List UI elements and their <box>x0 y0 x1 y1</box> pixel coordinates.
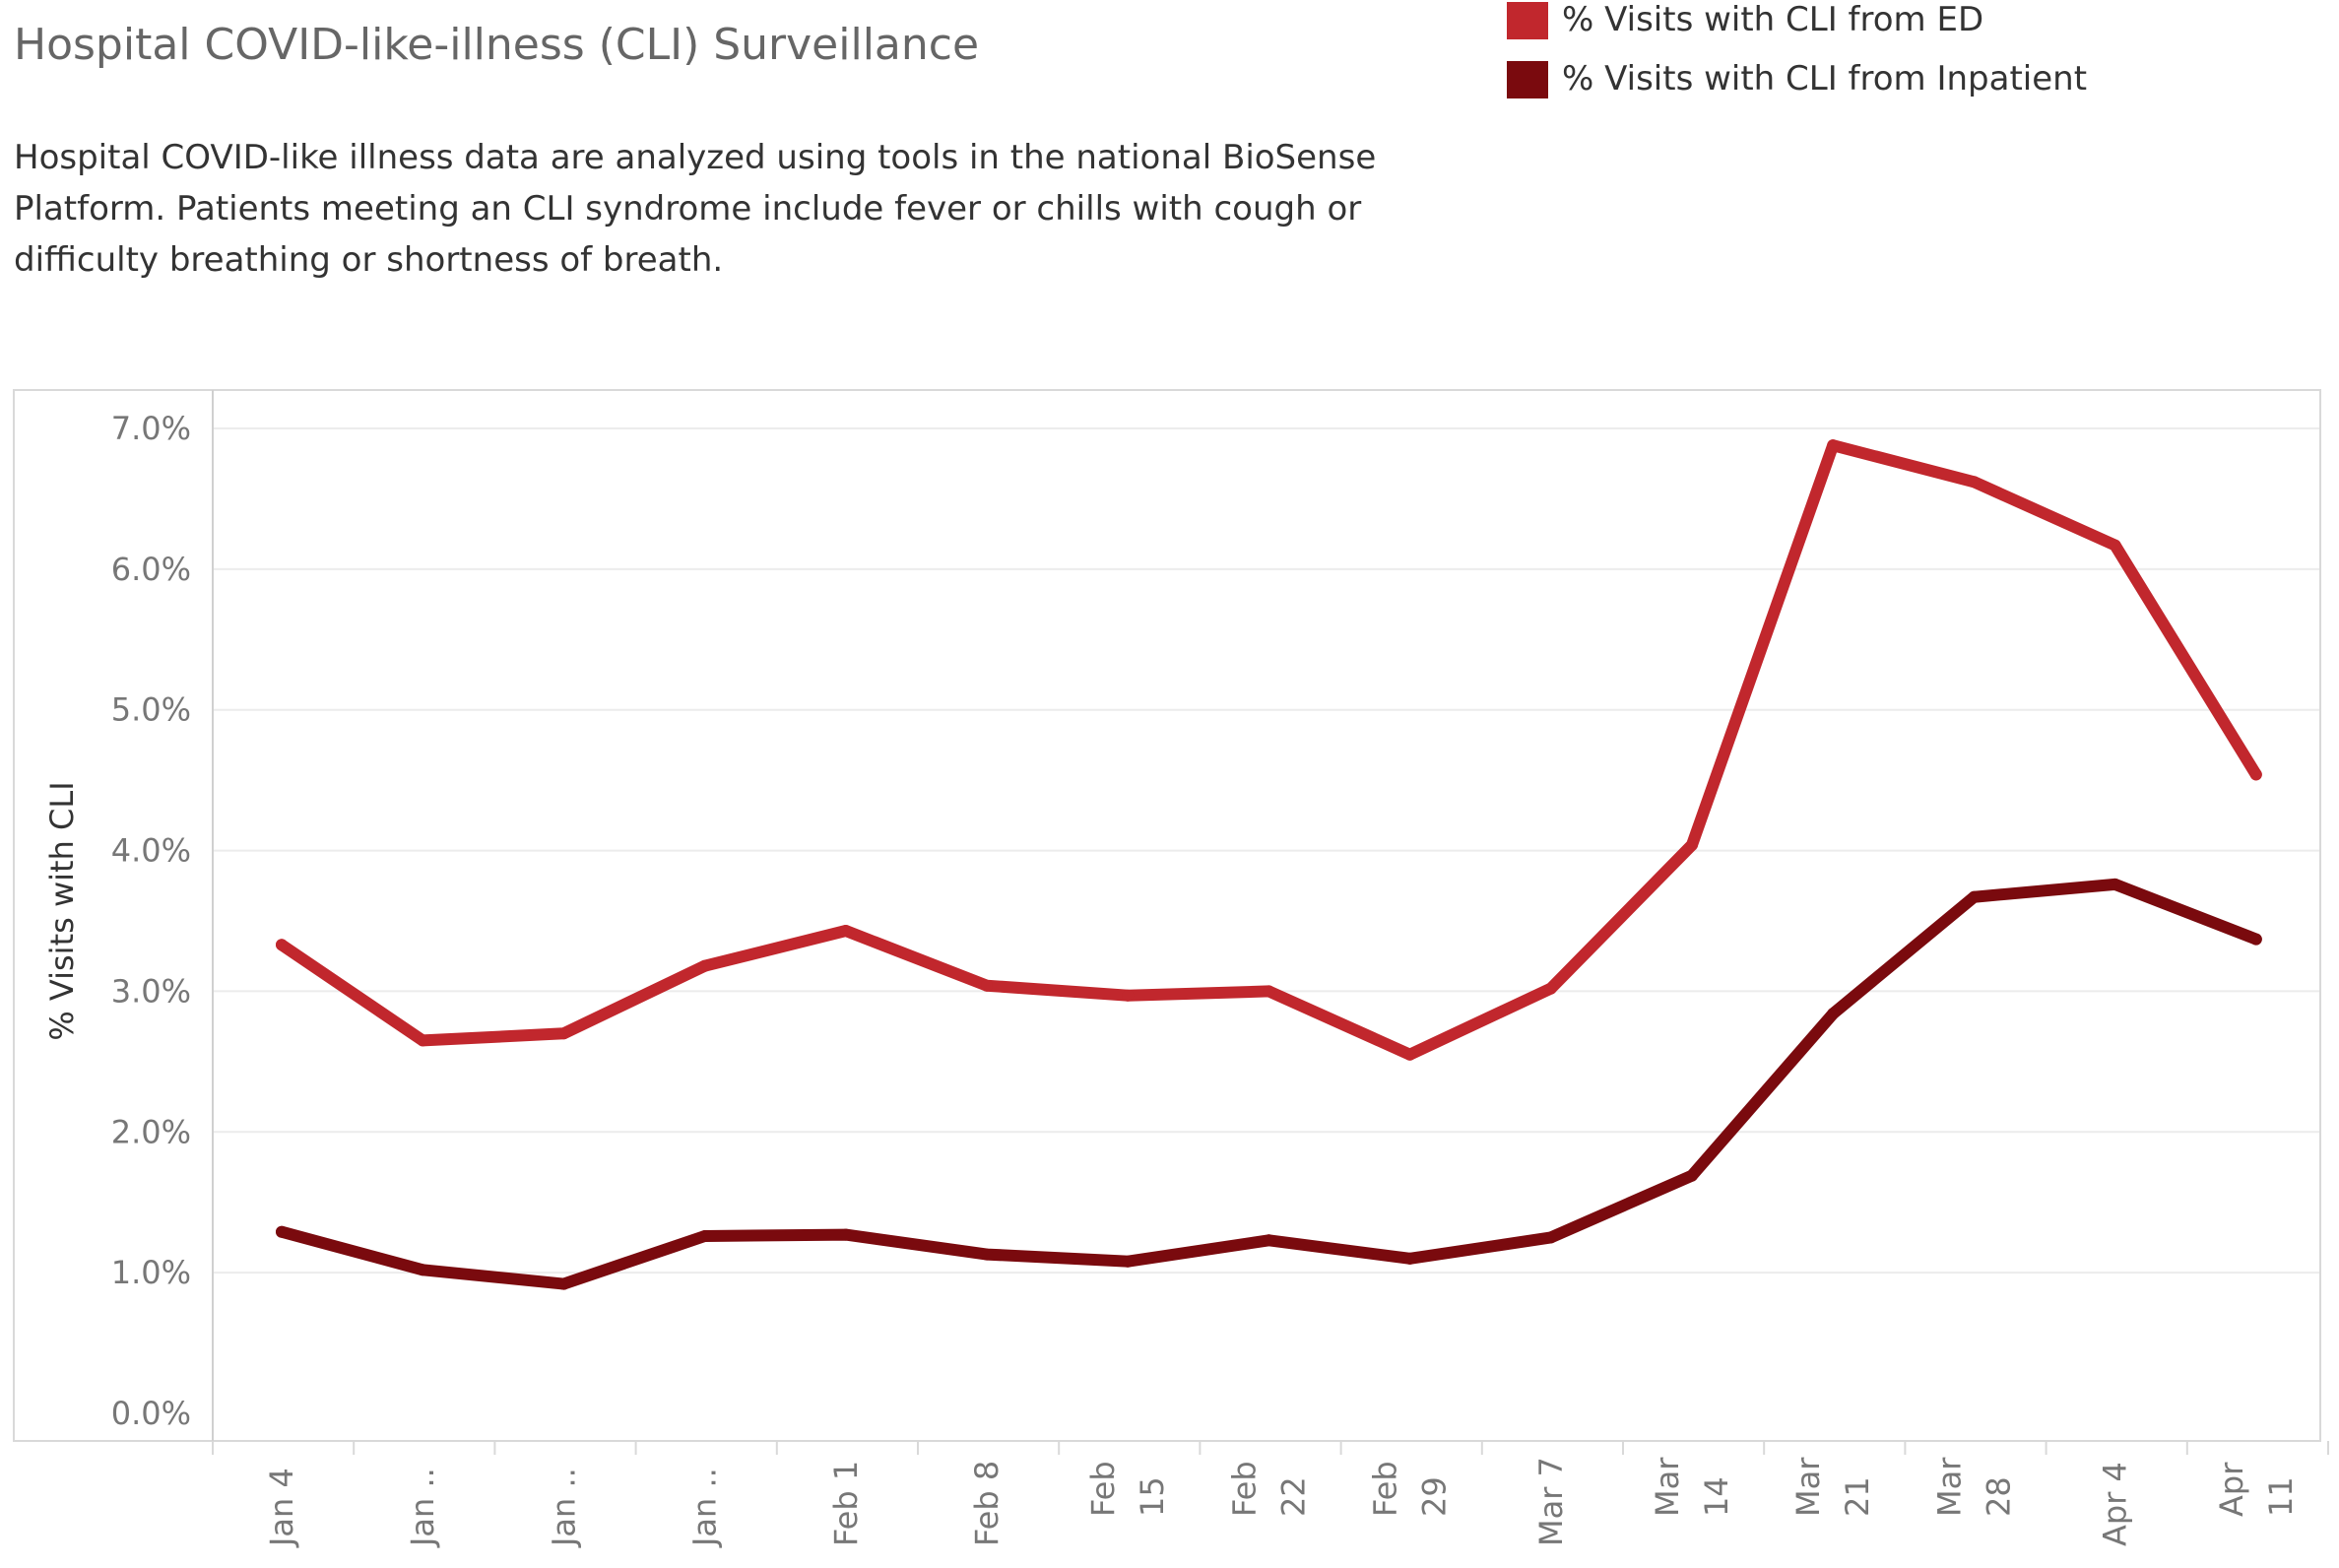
x-tick-label: Mar <box>1649 1457 1686 1517</box>
x-tick-label: Feb <box>1225 1461 1263 1517</box>
x-tick-label: Apr <box>2213 1462 2250 1517</box>
legend-swatch-inpatient <box>1507 61 1548 98</box>
x-tick-label: Mar <box>1930 1457 1968 1517</box>
data-point <box>1686 1169 1698 1182</box>
chart-description: Hospital COVID-like illness data are ana… <box>14 138 1377 280</box>
data-point <box>1968 890 1981 903</box>
x-tick-label: 22 <box>1274 1476 1312 1517</box>
data-point <box>1544 982 1557 995</box>
data-point <box>2249 768 2262 781</box>
data-point <box>1122 989 1135 1002</box>
y-tick-label: 2.0% <box>111 1113 191 1150</box>
data-point <box>1403 1252 1416 1265</box>
x-tick-label: Feb 1 <box>827 1461 865 1546</box>
data-point <box>2109 539 2121 552</box>
y-tick-label: 7.0% <box>111 410 191 447</box>
x-tick-label: 11 <box>2262 1476 2300 1517</box>
y-tick-label: 5.0% <box>111 691 191 729</box>
data-point <box>1827 1008 1840 1020</box>
data-point <box>1544 1231 1557 1244</box>
plot-border <box>13 389 2321 1442</box>
series <box>276 439 2262 1290</box>
y-axis: 0.0% 1.0% 2.0% 3.0% 4.0% 5.0% 6.0% 7.0% % Visits… <box>43 410 191 1432</box>
y-tick-label: 4.0% <box>111 832 191 870</box>
x-tick-label: Feb <box>1084 1461 1122 1517</box>
legend-swatch-ed <box>1507 2 1548 39</box>
data-point <box>2109 878 2121 890</box>
series-line-1 <box>276 878 2262 1290</box>
data-point <box>1968 476 1981 489</box>
data-point <box>1686 838 1698 851</box>
x-tick-label: Feb <box>1367 1461 1404 1517</box>
data-point <box>839 1228 852 1241</box>
y-tick-label: 3.0% <box>111 972 191 1010</box>
x-tick-label: Jan 4 <box>263 1468 300 1548</box>
data-point <box>417 1034 429 1047</box>
x-tick-label: Mar 7 <box>1532 1457 1570 1546</box>
data-point <box>276 1225 288 1238</box>
data-point <box>981 979 993 992</box>
x-tick-label: Apr 4 <box>2097 1462 2134 1546</box>
data-point <box>839 925 852 937</box>
x-tick-label: Mar <box>1789 1457 1827 1517</box>
x-tick-label: Jan .. <box>404 1468 441 1548</box>
data-point <box>1122 1255 1135 1268</box>
data-point <box>557 1027 570 1040</box>
x-axis: Jan 4 Jan .. Jan .. Jan .. Feb 1 Feb 8 Feb 15 Fe… <box>212 1441 2329 1548</box>
data-point <box>1263 985 1275 998</box>
x-tick-label: 14 <box>1698 1476 1735 1517</box>
data-point <box>1827 439 1840 452</box>
data-point <box>698 1230 711 1242</box>
y-tick-label: 0.0% <box>111 1395 191 1432</box>
y-tick-label: 1.0% <box>111 1254 191 1291</box>
chart-frame <box>13 389 2321 1455</box>
data-point <box>557 1277 570 1290</box>
data-point <box>981 1248 993 1261</box>
x-tick-label: 29 <box>1416 1476 1454 1517</box>
y-tick-label: 6.0% <box>111 551 191 588</box>
legend-label-ed: % Visits with CLI from ED <box>1562 0 1984 39</box>
legend-label-inpatient: % Visits with CLI from Inpatient <box>1562 59 2088 98</box>
x-tick-label: Jan .. <box>545 1468 582 1548</box>
page-title: Hospital COVID-like-illness (CLI) Survei… <box>14 20 980 70</box>
y-axis-label: % Visits with CLI <box>43 781 81 1040</box>
data-point <box>417 1264 429 1276</box>
series-line-0 <box>276 439 2262 1061</box>
data-point <box>2249 933 2262 946</box>
data-point <box>276 939 288 951</box>
x-tick-label: Feb 8 <box>968 1461 1006 1546</box>
x-tick-label: Jan .. <box>686 1468 724 1548</box>
x-tick-label: 15 <box>1134 1476 1171 1517</box>
data-point <box>698 959 711 972</box>
data-point <box>1263 1234 1275 1247</box>
gridlines <box>213 427 2320 1274</box>
data-point <box>1403 1048 1416 1061</box>
x-tick-label: 21 <box>1839 1476 1876 1517</box>
x-tick-label: 28 <box>1980 1476 2017 1517</box>
